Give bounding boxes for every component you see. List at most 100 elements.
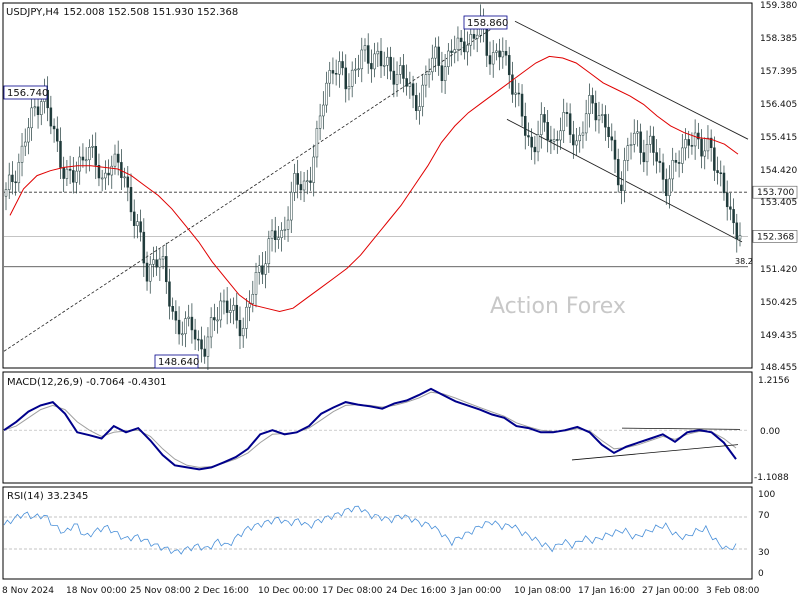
candle-body: [27, 127, 30, 143]
candle-body: [33, 106, 37, 109]
candle-body: [395, 74, 399, 85]
candle-body: [398, 65, 402, 75]
candle-body: [424, 74, 428, 86]
candle-body: [267, 238, 271, 265]
candle-body: [354, 68, 357, 71]
moving-average-line: [9, 55, 739, 313]
candle-body: [591, 95, 594, 104]
candle-body: [357, 68, 360, 71]
candle-body: [738, 235, 742, 240]
candle-body: [209, 317, 213, 338]
candle-body: [466, 44, 469, 53]
candle-body: [338, 61, 341, 75]
candle-body: [677, 162, 681, 164]
candle-body: [440, 65, 444, 81]
candle-body: [568, 113, 572, 135]
candle-body: [562, 112, 565, 132]
time-tick-label: 25 Nov 08:00: [130, 586, 191, 596]
candle-body: [572, 134, 575, 146]
candle-body: [318, 115, 322, 129]
candle-body: [14, 181, 17, 184]
candle-body: [713, 147, 716, 171]
rising-trendline: [3, 19, 506, 352]
candle-body: [552, 139, 556, 142]
candle-body: [296, 173, 299, 185]
candle-body: [36, 106, 40, 115]
price-tick-label: 157.395: [760, 67, 797, 77]
candle-body: [658, 160, 662, 163]
candle-body: [280, 229, 283, 238]
candle-body: [716, 170, 719, 173]
candle-body: [200, 339, 203, 350]
candle-body: [652, 135, 655, 153]
candle-body: [607, 126, 610, 138]
rsi-series-layer: [3, 505, 748, 555]
candle-body: [88, 146, 91, 161]
price-tick-label: 156.405: [760, 100, 797, 110]
candle-body: [581, 132, 585, 136]
candle-body: [235, 304, 239, 321]
candle-body: [674, 160, 678, 163]
candle-body: [588, 95, 591, 115]
time-tick-label: 2 Dec 16:00: [194, 586, 249, 596]
candle-body: [81, 156, 85, 161]
candle-body: [584, 113, 588, 134]
candle-body: [331, 70, 335, 74]
level-label-current-price: 152.368: [752, 230, 798, 243]
price-tick-label: 150.425: [760, 298, 797, 308]
rsi-line: [3, 505, 737, 555]
annotation-box: [154, 354, 199, 369]
macd-trendline-lower: [571, 444, 739, 461]
candle-body: [350, 69, 354, 87]
candle-body: [78, 156, 81, 172]
candle-body: [491, 52, 495, 65]
candle-body: [75, 170, 78, 183]
candle-body: [549, 139, 553, 142]
annotation-box: [463, 15, 508, 30]
candle-body: [309, 180, 312, 183]
candle-body: [604, 114, 607, 128]
candle-body: [158, 258, 162, 268]
annotation-high-156740: 156.740: [3, 85, 48, 100]
candle-body: [49, 107, 53, 127]
candle-body: [142, 231, 146, 264]
candle-body: [671, 160, 674, 180]
candle-body: [30, 107, 33, 129]
candle-body: [84, 159, 88, 162]
candle-body: [273, 230, 277, 240]
candle-body: [257, 265, 261, 273]
candle-body: [645, 143, 649, 163]
candle-body: [213, 317, 216, 321]
candle-body: [687, 139, 690, 146]
price-tick-label: 154.420: [760, 166, 797, 176]
time-tick-label: 10 Dec 00:00: [258, 586, 319, 596]
candle-body: [459, 37, 463, 43]
candle-body: [165, 256, 168, 283]
candle-body: [684, 139, 687, 149]
candle-body: [11, 174, 14, 183]
candle-body: [328, 70, 331, 84]
candle-body: [629, 144, 633, 146]
candle-body: [277, 237, 280, 240]
candle-body: [148, 263, 152, 282]
candle-body: [216, 319, 219, 322]
candle-body: [706, 137, 710, 152]
candle-body: [536, 134, 540, 153]
candle-body: [251, 294, 255, 304]
candle-body: [107, 172, 110, 176]
candle-body: [334, 73, 338, 75]
candle-body: [283, 229, 287, 231]
time-tick-label: 17 Jan 16:00: [578, 586, 635, 596]
rsi-tick-label: 30: [758, 548, 770, 558]
candle-body: [184, 318, 187, 335]
annotation-box: [3, 85, 48, 100]
rsi-tick-label: 70: [758, 511, 770, 521]
time-tick-label: 17 Dec 08:00: [322, 586, 383, 596]
candle-body: [421, 84, 424, 107]
candle-body: [386, 56, 389, 66]
channel-upper-line: [514, 20, 749, 140]
macd-tick-label: -1.1088: [754, 473, 789, 483]
candle-body: [626, 145, 630, 161]
candle-body: [703, 150, 706, 157]
rsi-tick-label: 100: [758, 490, 775, 500]
